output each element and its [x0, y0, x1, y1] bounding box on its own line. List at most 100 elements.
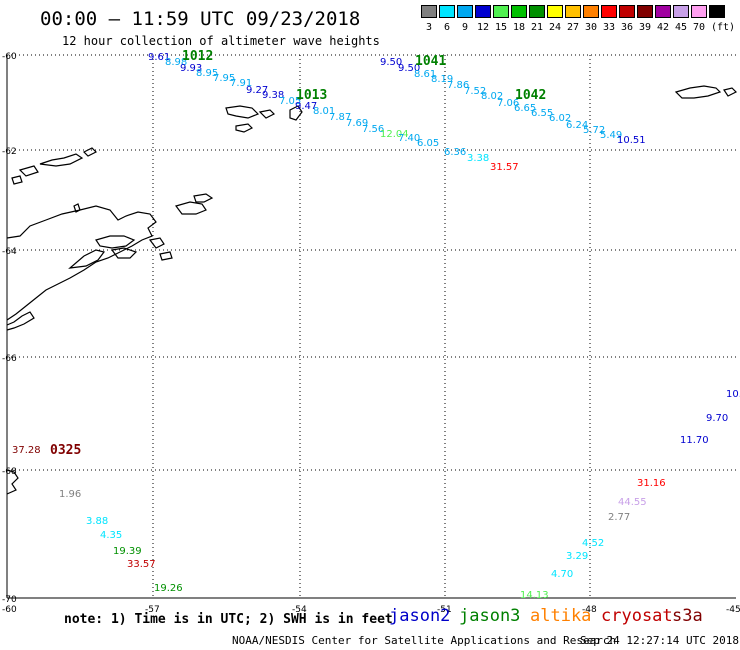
track-time-label: 1012 [182, 49, 213, 64]
longitude-label: -45 [726, 605, 740, 615]
wave-height-label: 4.35 [100, 530, 122, 541]
coastline [18, 165, 39, 177]
wave-height-label: 19.26 [154, 583, 183, 594]
track-time-label: 1013 [296, 88, 327, 103]
longitude-labels: -60 -57 -54 -51 -48 -45 [2, 605, 740, 615]
coastline [11, 175, 23, 185]
legend-label: 6 [443, 22, 451, 33]
wave-height-label: 6.05 [417, 138, 439, 149]
latitude-labels: -60 -62 -64 -66 -68 -70 [2, 52, 17, 605]
wave-height-label: 9.61 [148, 52, 170, 63]
legend-label: 36 [620, 22, 634, 33]
wave-height-label: 7.40 [398, 133, 420, 144]
coastline [6, 469, 19, 495]
wave-height-label: 3.88 [86, 516, 108, 527]
coastline [148, 237, 165, 249]
wave-height-label: 14.13 [520, 590, 549, 601]
wave-height-label: 31.16 [637, 478, 666, 489]
coastline [82, 147, 98, 157]
longitude-label: -51 [437, 605, 452, 615]
legend-label: 18 [512, 22, 526, 33]
wave-height-label: 7.56 [362, 124, 384, 135]
coastline [674, 85, 722, 99]
wave-height-label: 5.49 [600, 130, 622, 141]
longitude-label: -57 [145, 605, 160, 615]
legend-swatch [673, 5, 689, 18]
wave-height-label: 6.24 [566, 120, 588, 131]
wave-height-label: 9.50 [380, 57, 402, 68]
legend-label: 3 [425, 22, 433, 33]
wave-height-label: 9.38 [262, 90, 284, 101]
legend-unit: (ft) [710, 22, 736, 33]
wave-height-label: 8.02 [481, 91, 503, 102]
coastline [174, 201, 207, 215]
legend-swatch [691, 5, 707, 18]
coastline [225, 105, 260, 119]
wave-height-label: 8.95 [196, 68, 218, 79]
longitude-label: -48 [582, 605, 597, 615]
wave-height-label: 10.51 [617, 135, 646, 146]
coastline [235, 123, 254, 133]
latitude-label: -70 [2, 595, 17, 605]
satellite-name: jason2 [389, 606, 451, 626]
coastline-layer [6, 85, 738, 495]
observation-labels: 9.618.989.938.957.957.919.279.387.059.47… [12, 52, 740, 601]
wave-height-label: 6.36 [444, 147, 466, 158]
wave-height-label: 19.39 [113, 546, 142, 557]
legend-swatch [583, 5, 599, 18]
coastline [723, 87, 738, 97]
coastline [289, 105, 303, 121]
wave-height-label: 2.77 [608, 512, 630, 523]
latitude-label: -64 [2, 247, 17, 257]
wave-height-label: 7.06 [497, 98, 519, 109]
credit-line: NOAA/NESDIS Center for Satellite Applica… [232, 634, 617, 647]
legend-label: 15 [494, 22, 508, 33]
legend-swatch [511, 5, 527, 18]
wave-height-label: 7.91 [230, 78, 252, 89]
coastline [39, 153, 84, 167]
wave-height-label: 8.98 [165, 57, 187, 68]
legend-label: 33 [602, 22, 616, 33]
track-time-label: 1042 [515, 88, 546, 103]
wave-height-label: 5.72 [583, 125, 605, 136]
legend-label: 21 [530, 22, 544, 33]
wave-height-label: 31.57 [490, 162, 519, 173]
satellite-name: jason3 [459, 606, 521, 626]
generated-timestamp: Sep 24 12:27:14 UTC 2018 [580, 634, 739, 647]
longitude-label: -54 [292, 605, 307, 615]
legend-label: 27 [566, 22, 580, 33]
wave-height-label: 3.29 [566, 551, 588, 562]
coastline [159, 251, 173, 261]
wave-height-label: 12.04 [380, 129, 409, 140]
coastline [110, 247, 138, 259]
latitude-label: -62 [2, 147, 17, 157]
wave-height-label: 10. [726, 389, 740, 400]
footer-note: note: 1) Time is in UTC; 2) SWH is in fe… [64, 612, 393, 627]
wave-height-label: 9.47 [295, 101, 317, 112]
legend-swatch [529, 5, 545, 18]
coastline [6, 205, 157, 321]
legend-label: 24 [548, 22, 562, 33]
wave-height-label: 9.70 [706, 413, 728, 424]
latitude-label: -66 [2, 354, 17, 364]
wave-height-label: 7.87 [329, 112, 351, 123]
map-frame [6, 55, 736, 599]
coastline [73, 203, 81, 213]
legend-swatch [709, 5, 725, 18]
wave-height-label: 7.95 [213, 73, 235, 84]
wave-height-label: 8.19 [431, 74, 453, 85]
legend-label: 9 [461, 22, 469, 33]
wave-height-label: 9.50 [398, 63, 420, 74]
track-time-label: 1041 [415, 54, 446, 69]
map-title: 00:00 – 11:59 UTC 09/23/2018 [40, 8, 361, 30]
wave-height-label: 7.05 [279, 96, 301, 107]
satellite-name: s3a [672, 606, 703, 626]
legend-swatch [655, 5, 671, 18]
wave-height-label: 11.70 [680, 435, 709, 446]
wave-height-label: 9.93 [180, 63, 202, 74]
satellite-name: cryosat [601, 606, 673, 626]
wave-height-label: 6.02 [549, 113, 571, 124]
coastline [95, 235, 136, 249]
wave-height-label: 7.69 [346, 118, 368, 129]
